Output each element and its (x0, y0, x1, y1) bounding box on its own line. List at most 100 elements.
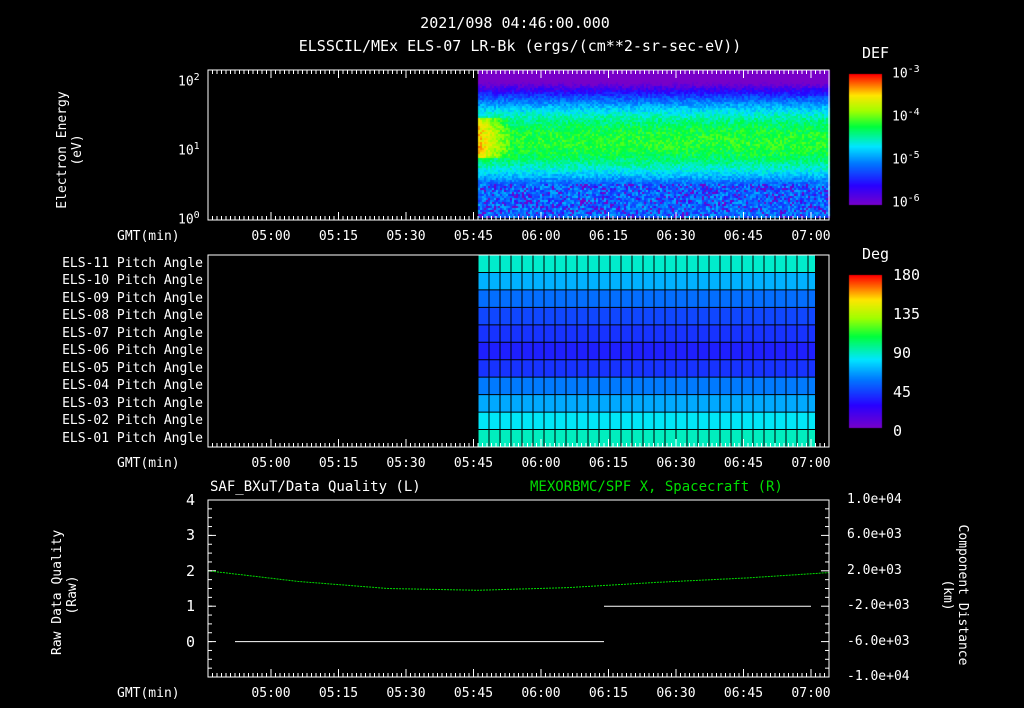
quality-title-right: MEXORBMC/SPF X, Spacecraft (R) (530, 479, 783, 495)
def-colorbar-tick: 10-4 (892, 107, 920, 124)
tick-exp: 1 (193, 141, 200, 152)
tick-base: 10 (892, 109, 908, 125)
panel-frame (207, 69, 830, 221)
time-tick-label: 05:15 (318, 686, 359, 701)
quality-yunit: (Raw) (65, 575, 80, 615)
tick-base: 10 (178, 212, 194, 228)
energy-ytick-label: 101 (178, 141, 200, 158)
time-tick-label: 05:30 (386, 229, 426, 244)
deg-colorbar-tick: 45 (893, 383, 912, 401)
pitch-angle-row-label: ELS-07 Pitch Angle (62, 325, 203, 341)
time-tick-label: 05:00 (251, 686, 291, 701)
pitch-angle-row-label: ELS-03 Pitch Angle (62, 395, 203, 411)
time-tick-label: 05:15 (318, 229, 359, 244)
time-tick-label: 07:00 (791, 686, 831, 701)
time-tick-label: 05:45 (453, 686, 494, 701)
pitch-angle-row-label: ELS-01 Pitch Angle (62, 430, 203, 446)
quality-ytick-label: 3 (185, 526, 195, 545)
time-tick-label: 05:45 (453, 229, 494, 244)
quality-axis-label: Raw Data Quality (Raw) (50, 529, 80, 655)
tick-exp: -4 (907, 107, 920, 118)
distance-axis-label: Component Distance (km) (940, 515, 970, 675)
deg-colorbar-tick: 180 (893, 266, 921, 284)
distance-ytick-label: -2.0e+03 (847, 598, 910, 614)
pitch-angle-row (478, 272, 815, 290)
pitch-angle-row (478, 324, 815, 343)
quality-ytick-label: 2 (185, 561, 195, 580)
tick-base: 10 (892, 152, 908, 168)
pitch-angle-row-label: ELS-08 Pitch Angle (62, 308, 203, 324)
time-tick-label: 06:15 (588, 229, 629, 244)
time-tick-label: 06:15 (588, 686, 629, 701)
pitch-angle-row-label: ELS-05 Pitch Angle (62, 360, 203, 376)
quality-ylabel: Raw Data Quality (50, 529, 65, 655)
tick-exp: -5 (907, 150, 920, 161)
time-tick-label: 07:00 (791, 456, 831, 471)
panel-frame (207, 499, 830, 678)
time-tick-label: 06:45 (723, 229, 764, 244)
deg-colorbar-tick: 90 (893, 344, 912, 362)
plot-subtitle: ELSSCIL/MEx ELS-07 LR-Bk (ergs/(cm**2-sr… (298, 37, 742, 55)
tick-exp: 2 (193, 72, 200, 83)
pitch-angle-row (478, 289, 815, 308)
def-colorbar-tick: 10-3 (892, 64, 920, 81)
energy-ytick-label: 102 (178, 72, 200, 89)
pitch-angle-row (478, 394, 815, 413)
time-tick-label: 06:30 (656, 456, 696, 471)
time-tick-label: 06:45 (723, 686, 764, 701)
distance-yunit: (km) (940, 579, 955, 611)
time-tick-label: 05:00 (251, 229, 291, 244)
distance-ytick-label: 6.0e+03 (847, 527, 902, 543)
pitch-angle-row (478, 307, 815, 325)
time-tick-label: 05:30 (386, 456, 426, 471)
quality-ytick-label: 1 (185, 597, 195, 616)
tick-exp: -6 (907, 193, 920, 204)
time-axis-label: GMT(min) (117, 456, 180, 471)
tick-base: 10 (892, 66, 908, 82)
def-colorbar-tick: 10-6 (892, 193, 920, 210)
pitch-angle-row-label: ELS-02 Pitch Angle (62, 413, 203, 429)
pitch-angle-row-label: ELS-06 Pitch Angle (62, 343, 203, 359)
distance-ytick-label: 2.0e+03 (847, 562, 902, 578)
time-tick-label: 07:00 (791, 229, 831, 244)
time-tick-label: 06:45 (723, 456, 764, 471)
tick-base: 10 (178, 74, 194, 90)
quality-ytick-label: 4 (185, 491, 195, 509)
def-colorbar-title: DEF (862, 44, 890, 62)
energy-yunit: (eV) (70, 134, 85, 166)
panel-frame (207, 254, 830, 448)
time-tick-label: 05:30 (386, 686, 426, 701)
spf-x-line (207, 570, 830, 591)
pitch-angle-row (478, 412, 815, 430)
time-tick-label: 05:15 (318, 456, 359, 471)
deg-colorbar-title: Deg (862, 245, 890, 263)
pitch-angle-row (478, 342, 815, 360)
pitch-angle-row-label: ELS-11 Pitch Angle (62, 256, 203, 271)
time-tick-label: 06:00 (521, 456, 561, 471)
tick-base: 10 (178, 143, 194, 159)
energy-ytick-label: 100 (178, 210, 200, 227)
time-tick-label: 06:00 (521, 686, 561, 701)
time-tick-label: 06:30 (656, 229, 696, 244)
tick-exp: -3 (907, 64, 920, 75)
pitch-angle-row (478, 377, 815, 395)
def-colorbar-tick: 10-5 (892, 150, 920, 167)
time-tick-label: 06:30 (656, 686, 696, 701)
quality-title-left: SAF_BXuT/Data Quality (L) (210, 479, 421, 495)
plot-timestamp: 2021/098 04:46:00.000 (420, 14, 610, 32)
time-tick-label: 05:45 (453, 456, 494, 471)
pitch-angle-row (478, 429, 815, 447)
tick-base: 10 (892, 195, 908, 211)
time-axis-label: GMT(min) (117, 229, 180, 244)
distance-ylabel: Component Distance (955, 524, 970, 666)
energy-ylabel: Electron Energy (55, 91, 70, 209)
time-tick-label: 06:00 (521, 229, 561, 244)
time-tick-label: 06:15 (588, 456, 629, 471)
tick-exp: 0 (193, 210, 200, 221)
pitch-angle-row (478, 255, 815, 273)
quality-ytick-label: 0 (185, 632, 195, 651)
distance-ytick-label: -6.0e+03 (847, 633, 910, 649)
energy-axis-label: Electron Energy (eV) (55, 70, 85, 230)
deg-colorbar-tick: 135 (893, 305, 921, 323)
